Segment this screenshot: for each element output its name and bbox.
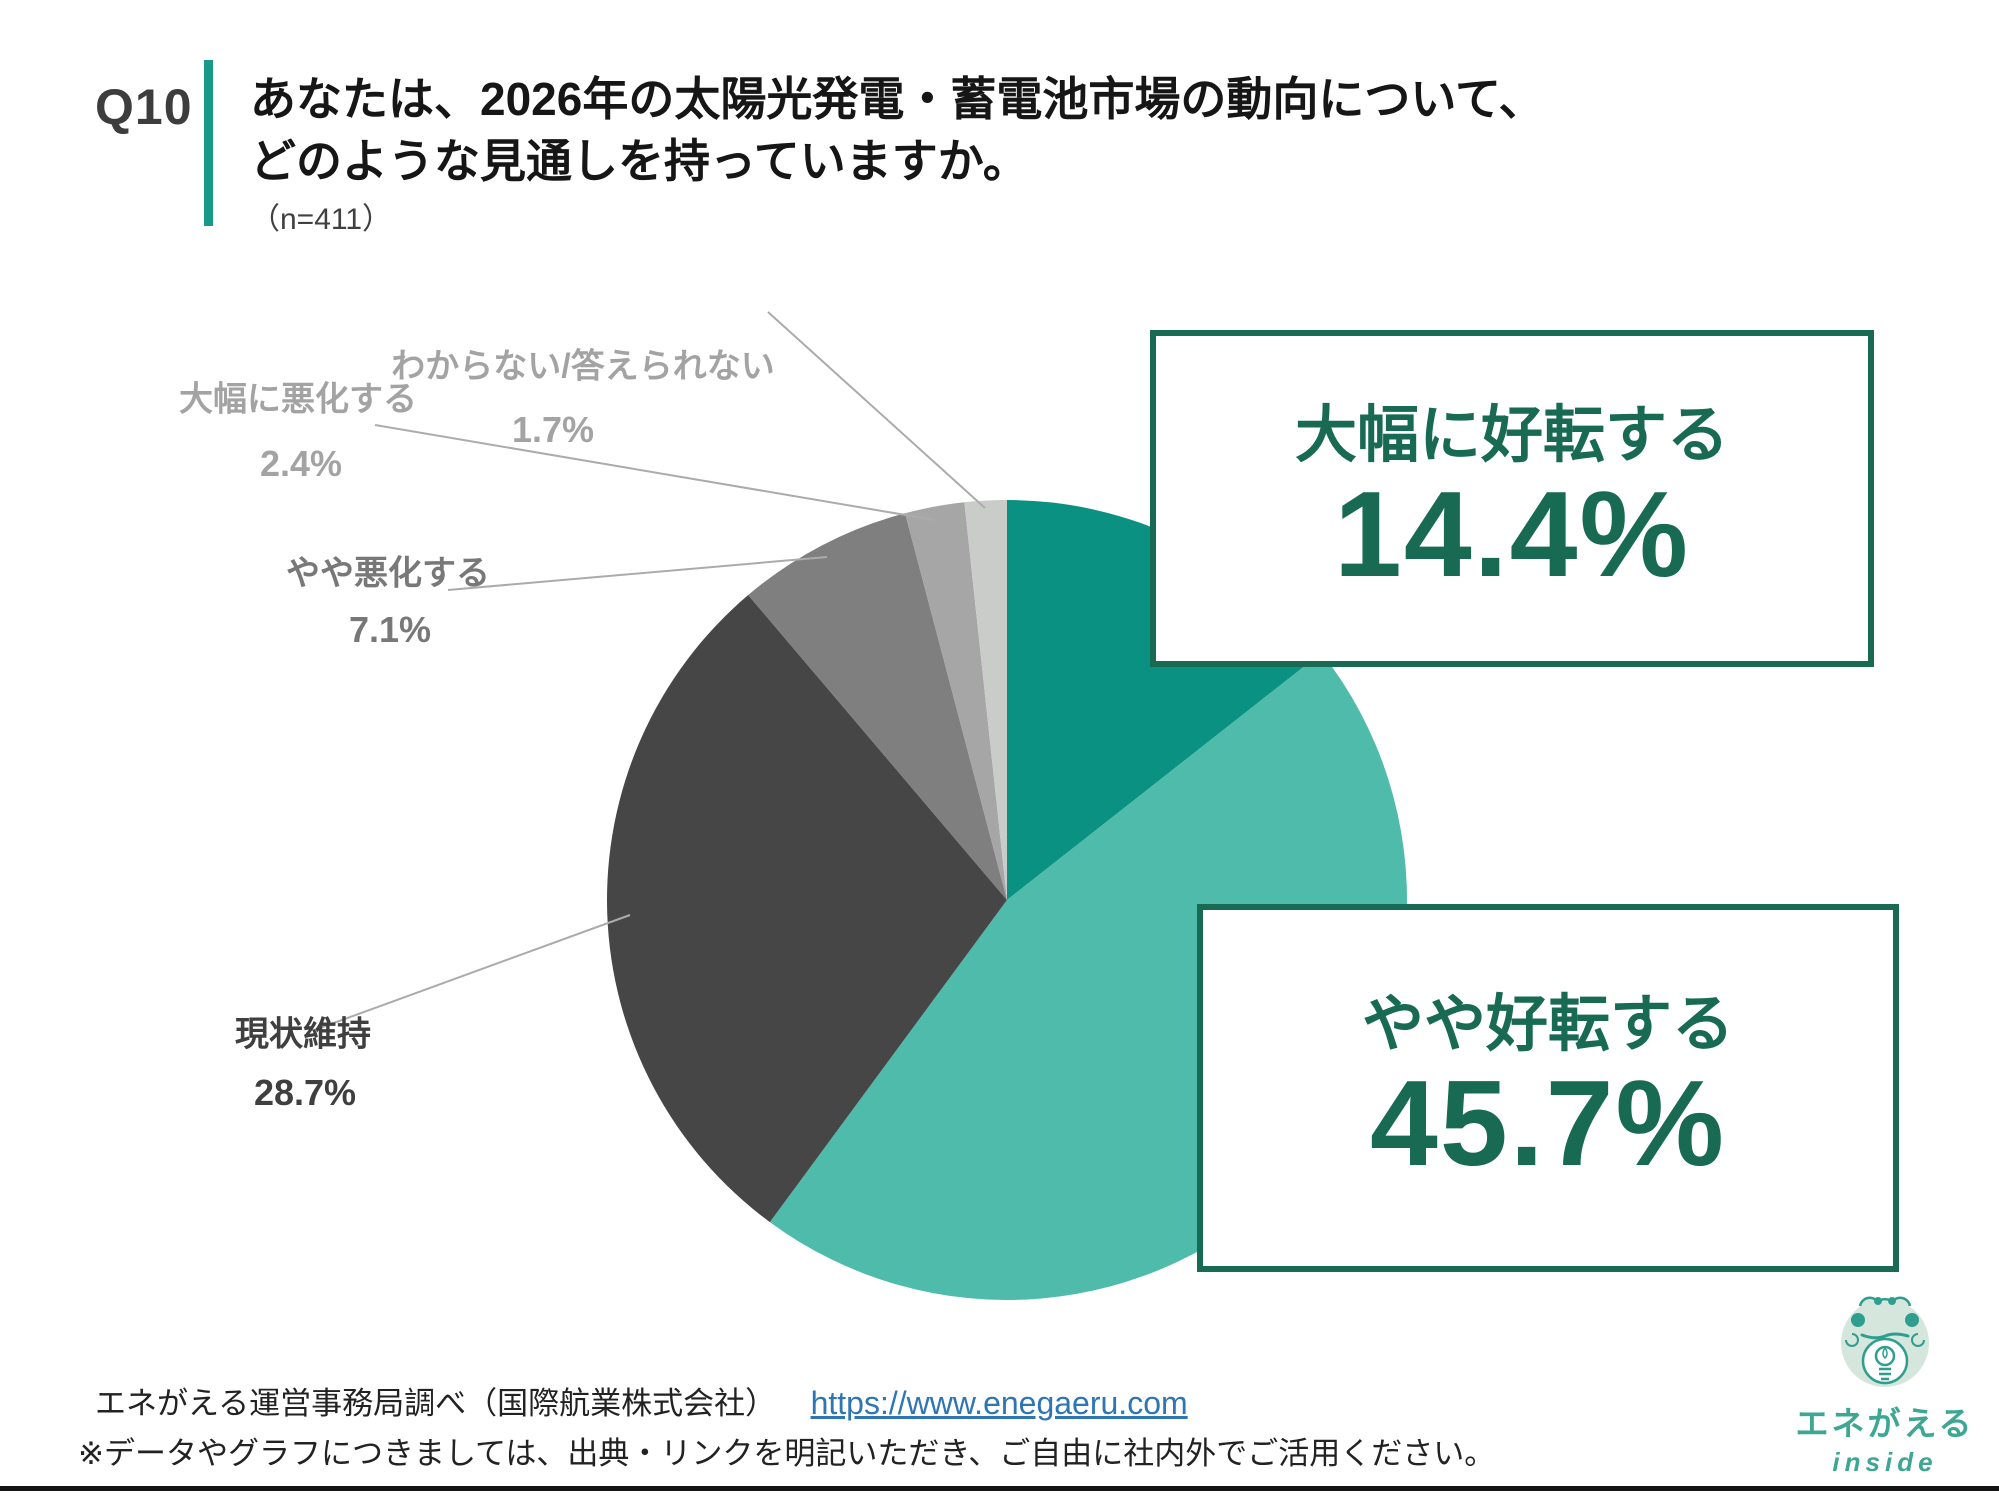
callout-much-better-value: 14.4% <box>1334 465 1690 602</box>
pie-slice-2 <box>607 595 1007 1223</box>
footer-note: ※データやグラフにつきましては、出典・リンクを明記いただき、ご自由に社内外でご活… <box>78 1436 1496 1471</box>
footer-source-line: エネがえる運営事務局調べ（国際航業株式会社） https://www.enega… <box>95 1378 1188 1423</box>
label-much-worse: 大幅に悪化する <box>179 380 417 419</box>
header-accent-bar <box>204 60 213 226</box>
leader-line-3 <box>319 914 631 1029</box>
callout-much-better-label: 大幅に好転する <box>1294 400 1729 470</box>
brand-logo: エネがえる inside <box>1790 1288 1980 1478</box>
callout-somewhat-better-label: やや好転する <box>1361 990 1734 1059</box>
question-title-line1: あなたは、2026年の太陽光発電・蓄電池市場の動向について、 <box>250 73 1545 125</box>
pct-dont-know: 1.7% <box>511 409 595 450</box>
sample-size: （n=411） <box>250 203 393 236</box>
question-number: Q10 <box>95 79 193 135</box>
pct-much-worse: 2.4% <box>259 443 343 484</box>
pie-slice-4 <box>905 502 1007 900</box>
pie-slice-5 <box>964 500 1007 900</box>
callout-somewhat-better-value: 45.7% <box>1370 1055 1726 1191</box>
leader-line-0 <box>374 424 936 521</box>
pie-slice-3 <box>748 513 1007 900</box>
footer-link[interactable]: https://www.enegaeru.com <box>810 1385 1188 1421</box>
question-title: あなたは、2026年の太陽光発電・蓄電池市場の動向について、 どのような見通しを… <box>250 68 1750 238</box>
pct-somewhat-worse: 7.1% <box>348 609 432 650</box>
callout-somewhat-better: やや好転する 45.7% <box>1197 904 1899 1272</box>
leader-line-1 <box>447 556 828 591</box>
logo-brand-text: エネがえる <box>1795 1405 1975 1442</box>
footer-source-text: エネがえる運営事務局調べ（国際航業株式会社） <box>95 1386 777 1421</box>
pct-status-quo: 28.7% <box>253 1072 357 1113</box>
label-status-quo: 現状維持 <box>235 1015 371 1054</box>
frog-logo-icon <box>1841 1296 1929 1387</box>
callout-much-better: 大幅に好転する 14.4% <box>1150 330 1874 667</box>
label-dont-know: わからない/答えられない <box>391 347 775 386</box>
question-title-line2: どのような見通しを持っていますか。 <box>250 135 1029 187</box>
logo-sub-text: inside <box>1832 1447 1938 1477</box>
label-somewhat-worse: やや悪化する <box>286 554 490 593</box>
leader-line-2 <box>767 311 986 509</box>
bottom-rule <box>0 1486 1999 1491</box>
